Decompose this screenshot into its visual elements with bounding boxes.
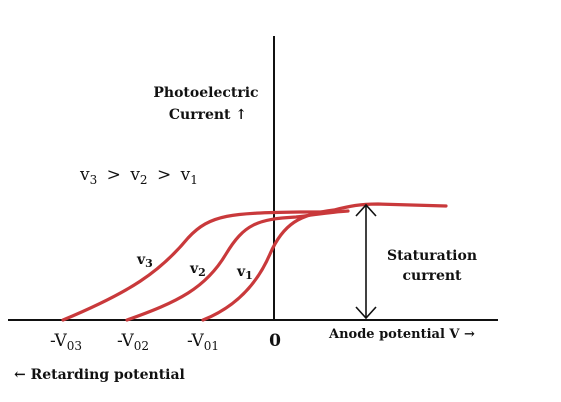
curve-v3	[61, 210, 336, 322]
freq-v2-sub: 2	[140, 173, 148, 187]
stopping-potential-v02: -V02	[117, 331, 149, 353]
y-axis-label-line2: Current ↑	[169, 107, 247, 123]
curve-v1	[201, 202, 448, 322]
freq-gt-2: >	[157, 165, 171, 185]
origin-label: 0	[269, 331, 281, 351]
freq-v3: v	[79, 165, 90, 185]
saturation-label-line2: current	[402, 268, 462, 284]
y-axis-label-line1: Photoelectric	[153, 85, 258, 101]
retarding-potential-label: ← Retarding potential	[14, 367, 185, 383]
stopping-potential-v03: -V03	[50, 331, 82, 353]
saturation-arrow-top-head	[355, 203, 377, 217]
curve-label-v2: v2	[189, 261, 206, 279]
freq-v3-sub: 3	[90, 173, 98, 187]
freq-v1: v	[180, 165, 191, 185]
stopping-potential-v01: -V01	[187, 331, 219, 353]
x-axis-label: Anode potential V →	[328, 327, 475, 342]
curve-label-v1: v1	[236, 264, 253, 282]
frequency-relation: v3 > v2 > v1	[79, 165, 198, 189]
saturation-label-line1: Staturation	[387, 248, 477, 264]
curve-label-v3: v3	[136, 252, 153, 270]
freq-v1-sub: 1	[190, 173, 198, 187]
freq-gt-1: >	[107, 165, 121, 185]
saturation-arrow-bottom-head	[355, 306, 377, 320]
freq-v2: v	[129, 165, 140, 185]
